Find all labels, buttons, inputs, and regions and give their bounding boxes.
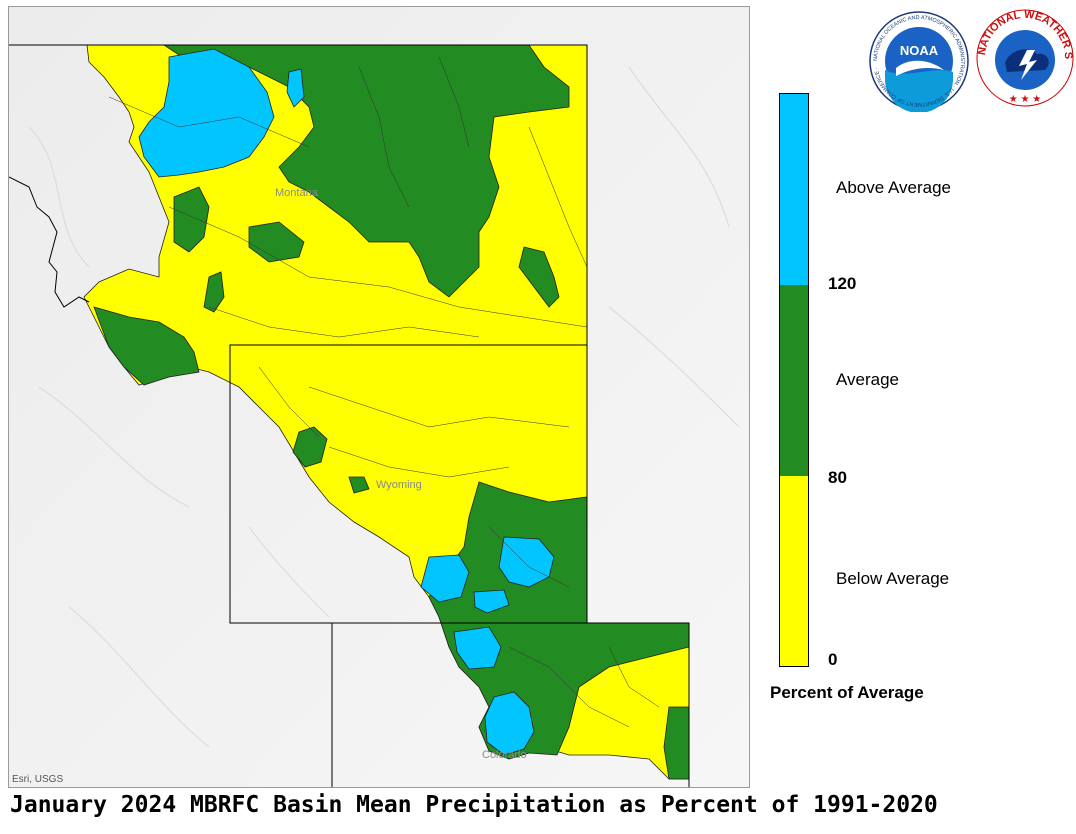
svg-text:NOAA: NOAA <box>900 43 939 58</box>
map-panel[interactable]: Montana Wyoming Colorado Esri, USGS <box>8 6 750 788</box>
region-above-average-south4 <box>453 626 502 670</box>
region-average-west1 <box>173 186 210 253</box>
region-above-average-south1 <box>498 536 555 588</box>
noaa-seal-icon: NOAA NATIONAL OCEANIC AND ATMOSPHERIC AD… <box>869 11 969 113</box>
legend-label-below: Below Average <box>836 569 950 588</box>
legend-swatch-below <box>780 476 808 666</box>
legend-swatch-above <box>780 94 808 285</box>
region-average-far-southeast <box>663 706 690 780</box>
label-wyoming: Wyoming <box>376 479 422 491</box>
nws-seal-icon: NATIONAL WEATHER SERVICE ★ ★ ★ <box>971 0 1074 107</box>
noaa-logo: NOAA NATIONAL OCEANIC AND ATMOSPHERIC AD… <box>868 10 970 113</box>
legend-title: Percent of Average <box>770 683 924 702</box>
region-above-average-south3 <box>473 589 510 614</box>
basin-precipitation-map[interactable] <box>9 7 749 787</box>
legend-break-120: 120 <box>828 274 857 293</box>
colorado-boundary <box>331 622 690 787</box>
state-boundaries <box>9 44 690 787</box>
legend-label-average: Average <box>836 370 900 389</box>
legend-break-80: 80 <box>828 468 847 487</box>
montana-boundary <box>9 44 588 345</box>
region-average-small3 <box>348 476 370 494</box>
figure-title: January 2024 MBRFC Basin Mean Precipitat… <box>10 792 938 818</box>
legend-label-above: Above Average <box>836 178 951 197</box>
region-above-average-small-north <box>286 68 305 108</box>
region-average-small1 <box>203 271 225 313</box>
regions-above-average <box>138 48 555 756</box>
legend-swatch-average <box>780 285 808 476</box>
region-average-west2 <box>248 221 305 263</box>
region-average-northeast <box>518 246 560 308</box>
legend-color-bar <box>779 93 809 667</box>
region-above-average-south2 <box>420 554 470 603</box>
region-above-average-colorado <box>484 691 535 756</box>
label-colorado: Colorado <box>482 749 527 761</box>
regions-average <box>93 44 690 780</box>
region-above-average-northwest <box>138 48 275 178</box>
label-montana: Montana <box>275 187 318 199</box>
map-attribution: Esri, USGS <box>12 774 64 785</box>
basin-boundaries <box>108 56 660 728</box>
nws-logo: NATIONAL WEATHER SERVICE ★ ★ ★ <box>971 0 1075 108</box>
terrain-relief <box>28 66 740 748</box>
legend-break-0: 0 <box>828 650 838 669</box>
region-average-southwest <box>93 306 200 386</box>
region-average-small2 <box>292 426 328 468</box>
idaho-border <box>9 176 90 308</box>
svg-text:★ ★ ★: ★ ★ ★ <box>1009 94 1041 105</box>
